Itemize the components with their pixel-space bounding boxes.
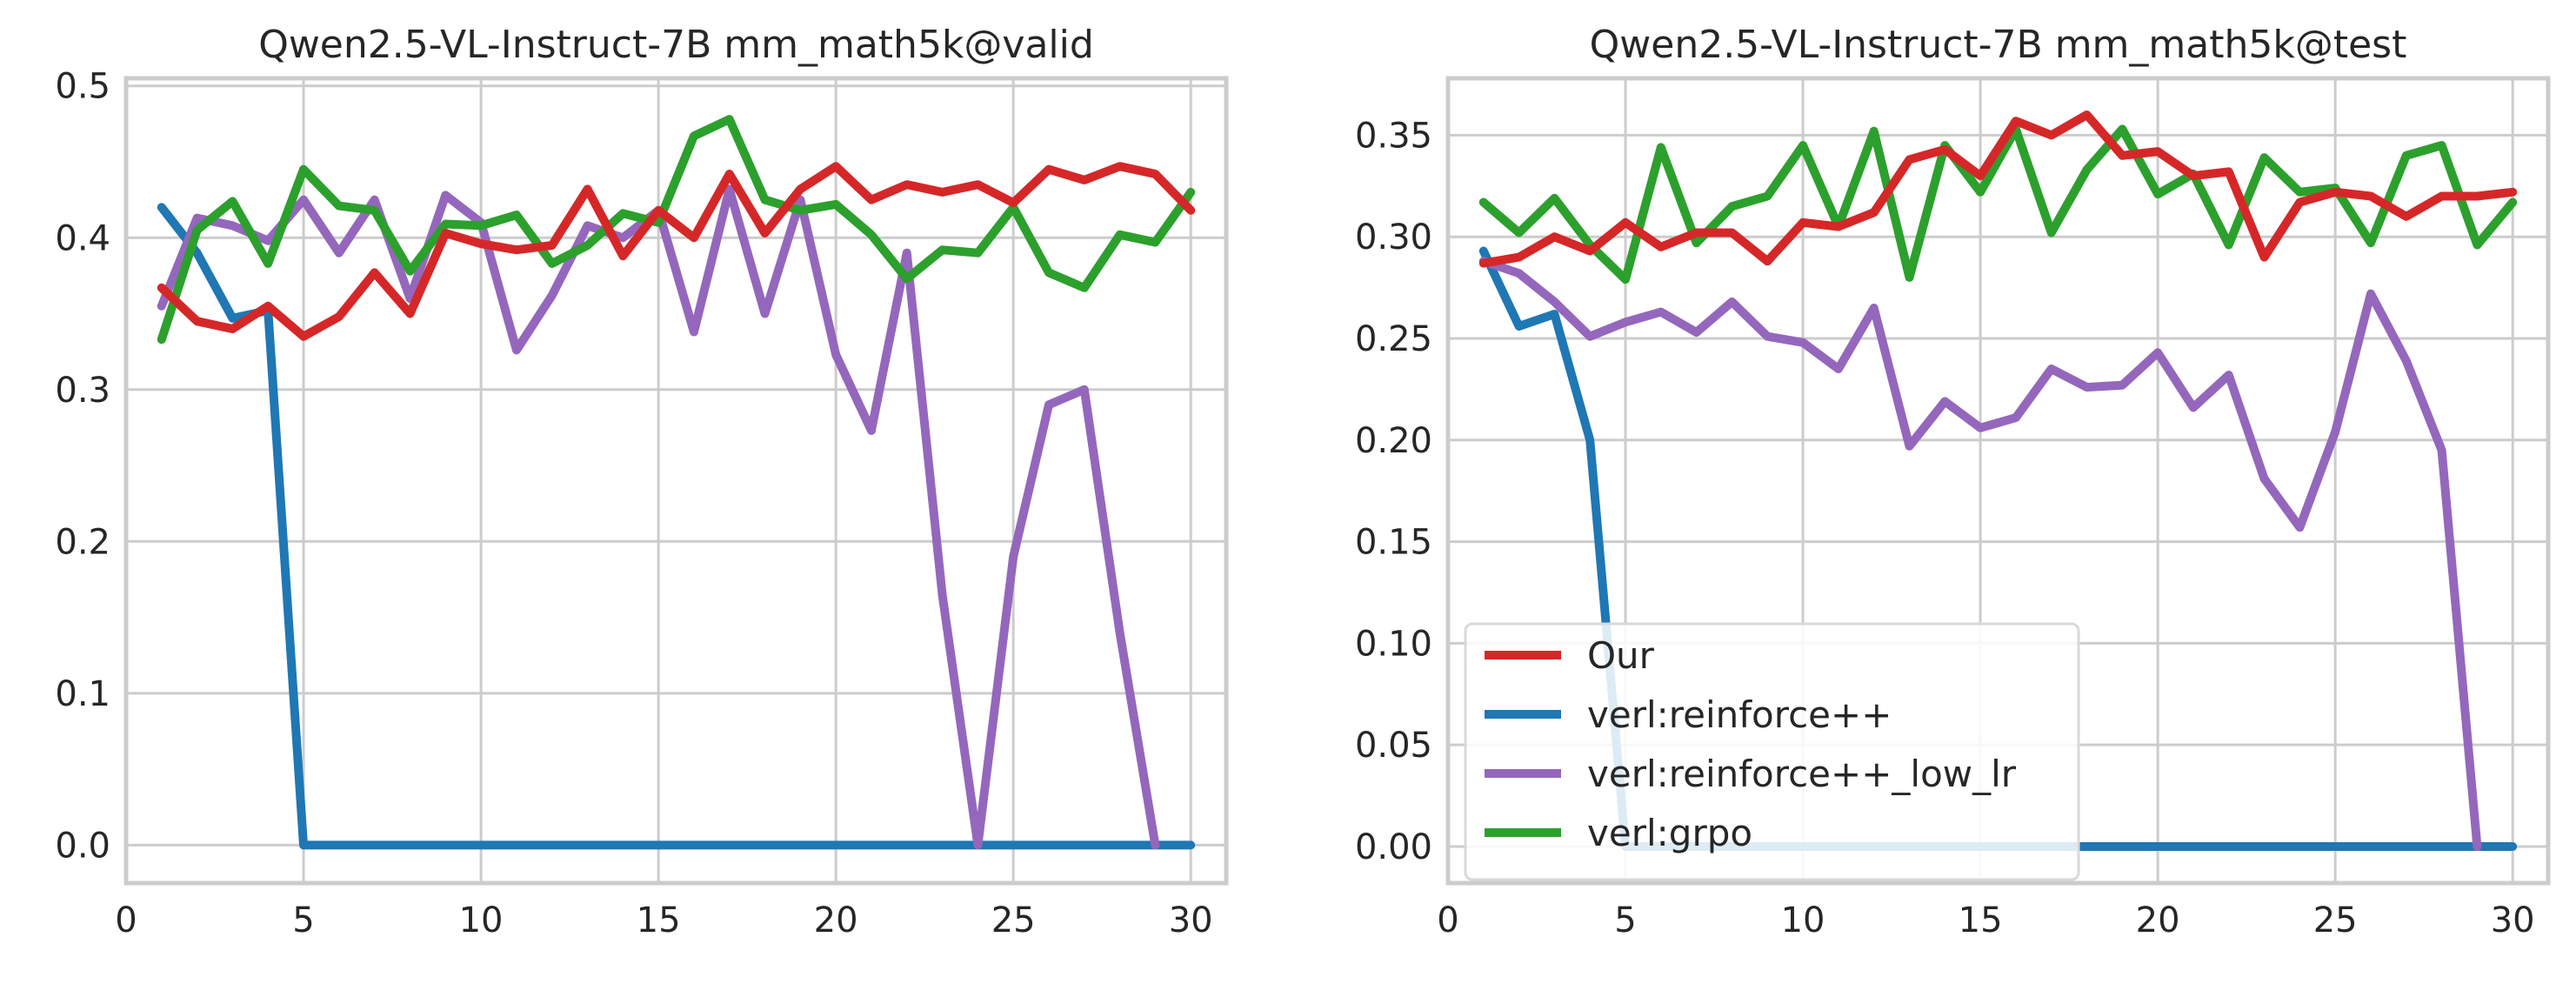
y-tick-label: 0.20	[1355, 421, 1432, 461]
tick-labels: 0 5 10 15 20 25 30 0.00 0.05 0.10 0.15 0.20 0.25 0.30…	[1355, 116, 2535, 940]
y-tick-label: 0.5	[55, 67, 110, 107]
x-tick-label: 25	[991, 900, 1036, 940]
chart-title: Qwen2.5-VL-Instruct-7B mm_math5k@valid	[258, 23, 1094, 67]
y-tick-label: 0.4	[55, 218, 110, 258]
series-line-our	[157, 162, 1196, 341]
plot-frame	[1445, 76, 2551, 886]
y-tick-label: 0.0	[55, 826, 110, 866]
tick-labels: 0 5 10 15 20 25 30 0.0 0.1 0.2 0.3 0.4 0.5	[55, 67, 1212, 940]
series-line-verl-reinforce	[157, 203, 1196, 850]
chart-title: Qwen2.5-VL-Instruct-7B mm_math5k@test	[1590, 23, 2407, 67]
x-tick-label: 25	[2313, 900, 2358, 940]
legend-box	[1464, 622, 2080, 881]
plot-frame	[123, 76, 1229, 886]
chart-valid: Qwen2.5-VL-Instruct-7B mm_math5k@valid 0…	[55, 23, 1229, 940]
x-tick-label: 0	[1437, 900, 1458, 940]
legend-label: verl:grpo	[1587, 812, 1752, 854]
y-tick-label: 0.3	[55, 371, 110, 411]
legend-label: verl:reinforce++_low_lr	[1587, 753, 2017, 795]
legend: Our verl:reinforce++ verl:reinforce++_low_…	[1464, 622, 2080, 881]
x-tick-label: 5	[1614, 900, 1636, 940]
chart-test: Qwen2.5-VL-Instruct-7B mm_math5k@test 0 5…	[1355, 23, 2551, 940]
x-tick-label: 5	[292, 900, 314, 940]
x-tick-label: 10	[1781, 900, 1825, 940]
y-tick-label: 0.10	[1355, 624, 1432, 664]
y-tick-label: 0.05	[1355, 726, 1432, 766]
y-tick-label: 0.15	[1355, 523, 1432, 563]
series-line-verl-grpo	[1478, 124, 2518, 284]
x-tick-label: 30	[1169, 900, 1213, 940]
x-tick-label: 0	[115, 900, 137, 940]
x-tick-label: 30	[2491, 900, 2535, 940]
series-line-verl-reinforce-low-lr	[1478, 257, 2482, 851]
x-tick-label: 10	[459, 900, 504, 940]
y-tick-label: 0.30	[1355, 218, 1432, 258]
x-tick-label: 20	[814, 900, 858, 940]
y-tick-label: 0.1	[55, 674, 110, 714]
y-tick-label: 0.25	[1355, 319, 1432, 359]
series-line-our	[1478, 110, 2518, 268]
legend-label: verl:reinforce++	[1587, 693, 1892, 736]
y-tick-label: 0.35	[1355, 116, 1432, 156]
series-lines	[157, 115, 1196, 850]
y-tick-label: 0.00	[1355, 827, 1432, 867]
legend-label: Our	[1587, 634, 1655, 677]
x-tick-label: 15	[637, 900, 681, 940]
series-line-verl-grpo	[157, 115, 1196, 345]
y-tick-label: 0.2	[55, 522, 110, 562]
x-tick-label: 15	[1959, 900, 2003, 940]
x-tick-label: 20	[2136, 900, 2180, 940]
